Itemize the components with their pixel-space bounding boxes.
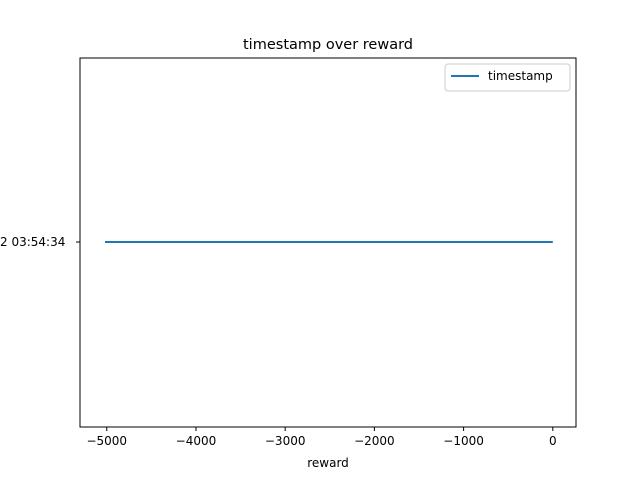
legend-label-timestamp: timestamp: [488, 69, 553, 83]
plot-frame: [79, 57, 577, 428]
x-axis-ticks: −5000 −4000 −3000 −2000 −1000 0: [86, 427, 557, 448]
legend-box: [444, 63, 571, 92]
y-tick-label: 2 03:54:34: [0, 235, 65, 249]
chart-title: timestamp over reward: [243, 37, 413, 53]
x-axis-label: reward: [307, 456, 349, 470]
x-tick-label: −4000: [176, 434, 217, 448]
y-axis-ticks: 2 03:54:34: [0, 235, 80, 249]
legend: timestamp: [444, 63, 571, 92]
x-tick-label: −5000: [86, 434, 127, 448]
x-tick-label: 0: [549, 434, 557, 448]
x-tick-label: −3000: [265, 434, 306, 448]
x-tick-label: −2000: [354, 434, 395, 448]
x-tick-label: −1000: [443, 434, 484, 448]
